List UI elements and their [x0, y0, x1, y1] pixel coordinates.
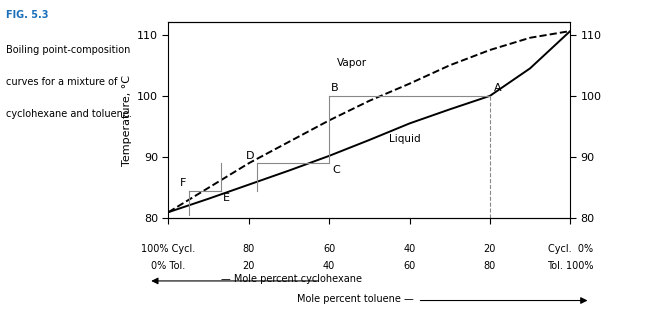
Text: Liquid: Liquid	[389, 134, 421, 144]
Text: 20: 20	[242, 261, 255, 271]
Text: 100% Cycl.: 100% Cycl.	[141, 244, 196, 254]
Text: A: A	[494, 83, 502, 93]
Text: 80: 80	[243, 244, 255, 254]
Text: F: F	[180, 178, 187, 188]
Text: B: B	[331, 83, 339, 93]
Text: D: D	[246, 151, 255, 161]
Text: Boiling point-composition: Boiling point-composition	[6, 45, 131, 55]
Text: 0% Tol.: 0% Tol.	[152, 261, 185, 271]
Text: 20: 20	[483, 244, 496, 254]
Text: 60: 60	[323, 244, 335, 254]
Text: E: E	[223, 193, 230, 203]
Text: 80: 80	[484, 261, 496, 271]
Text: Cycl.  0%: Cycl. 0%	[548, 244, 593, 254]
Text: cyclohexane and toluene.: cyclohexane and toluene.	[6, 109, 132, 119]
Text: — Mole percent cyclohexane: — Mole percent cyclohexane	[221, 274, 362, 284]
Text: C: C	[332, 165, 340, 175]
Text: 60: 60	[404, 261, 415, 271]
Text: Tol. 100%: Tol. 100%	[547, 261, 594, 271]
Text: curves for a mixture of: curves for a mixture of	[6, 77, 118, 87]
Text: 40: 40	[323, 261, 335, 271]
Text: FIG. 5.3: FIG. 5.3	[6, 10, 49, 20]
Text: Mole percent toluene —: Mole percent toluene —	[297, 294, 414, 304]
Y-axis label: Temperature, °C: Temperature, °C	[122, 75, 132, 166]
Text: 40: 40	[404, 244, 415, 254]
Text: Vapor: Vapor	[337, 58, 367, 68]
